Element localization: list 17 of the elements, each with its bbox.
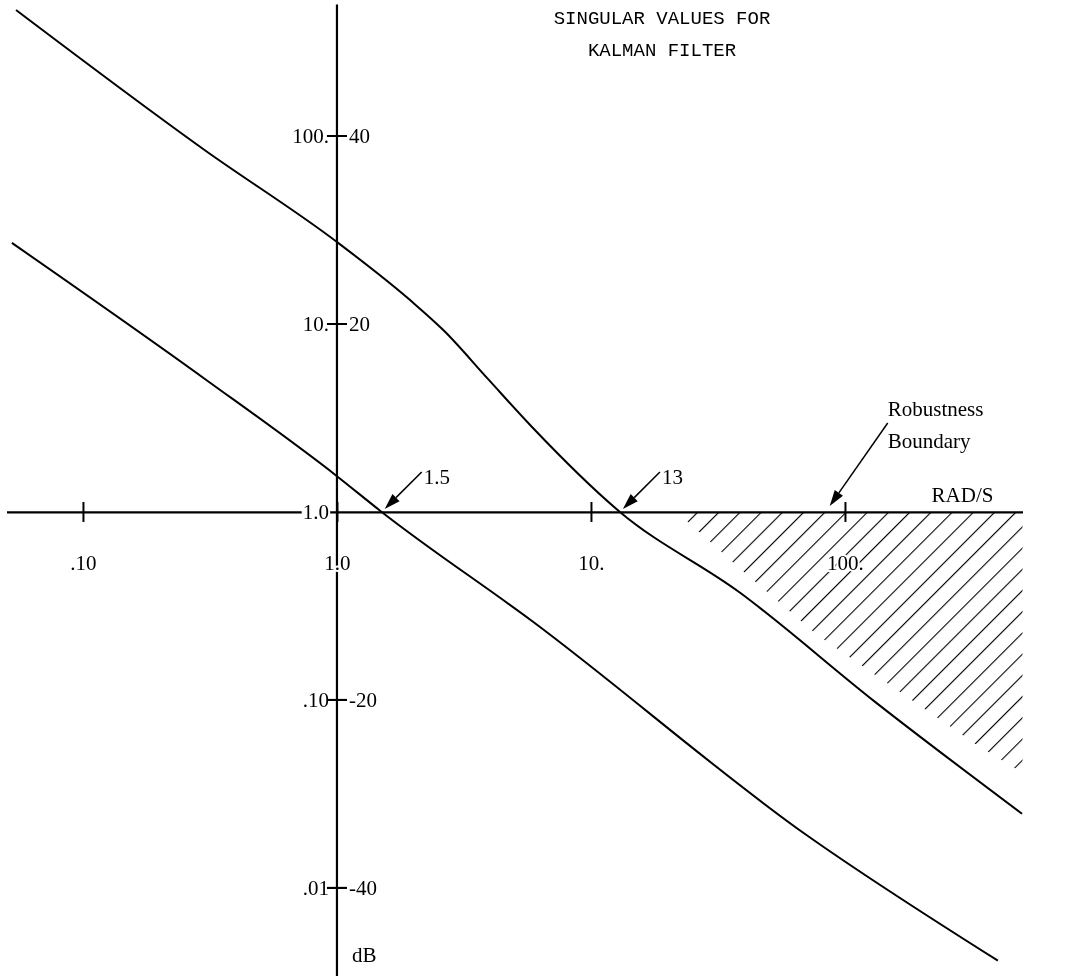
- x-tick-label: .10: [70, 550, 97, 575]
- y-tick-label: .01: [302, 875, 329, 900]
- x-tick-label: 10.: [578, 550, 605, 575]
- text: SINGULAR VALUES FOR KALMAN FILTER: [553, 8, 771, 62]
- annotation: 13: [661, 464, 683, 489]
- annotation: 1.5: [423, 464, 450, 489]
- text: Robustness Boundary: [887, 396, 984, 453]
- y2-tick-label: -40: [348, 875, 377, 900]
- y2-tick-label: 40: [348, 124, 370, 148]
- y2-tick-label: -20: [348, 687, 377, 712]
- x-axis-title: RAD/S: [931, 482, 994, 507]
- y-tick-label: 10.: [302, 311, 329, 336]
- y-tick-label: .10: [302, 687, 329, 712]
- y-tick-label: 1.0: [302, 499, 329, 524]
- y2-axis-title: dB: [351, 943, 377, 967]
- y-tick-label: 100.: [292, 123, 329, 148]
- y2-tick-label: 20: [348, 311, 370, 336]
